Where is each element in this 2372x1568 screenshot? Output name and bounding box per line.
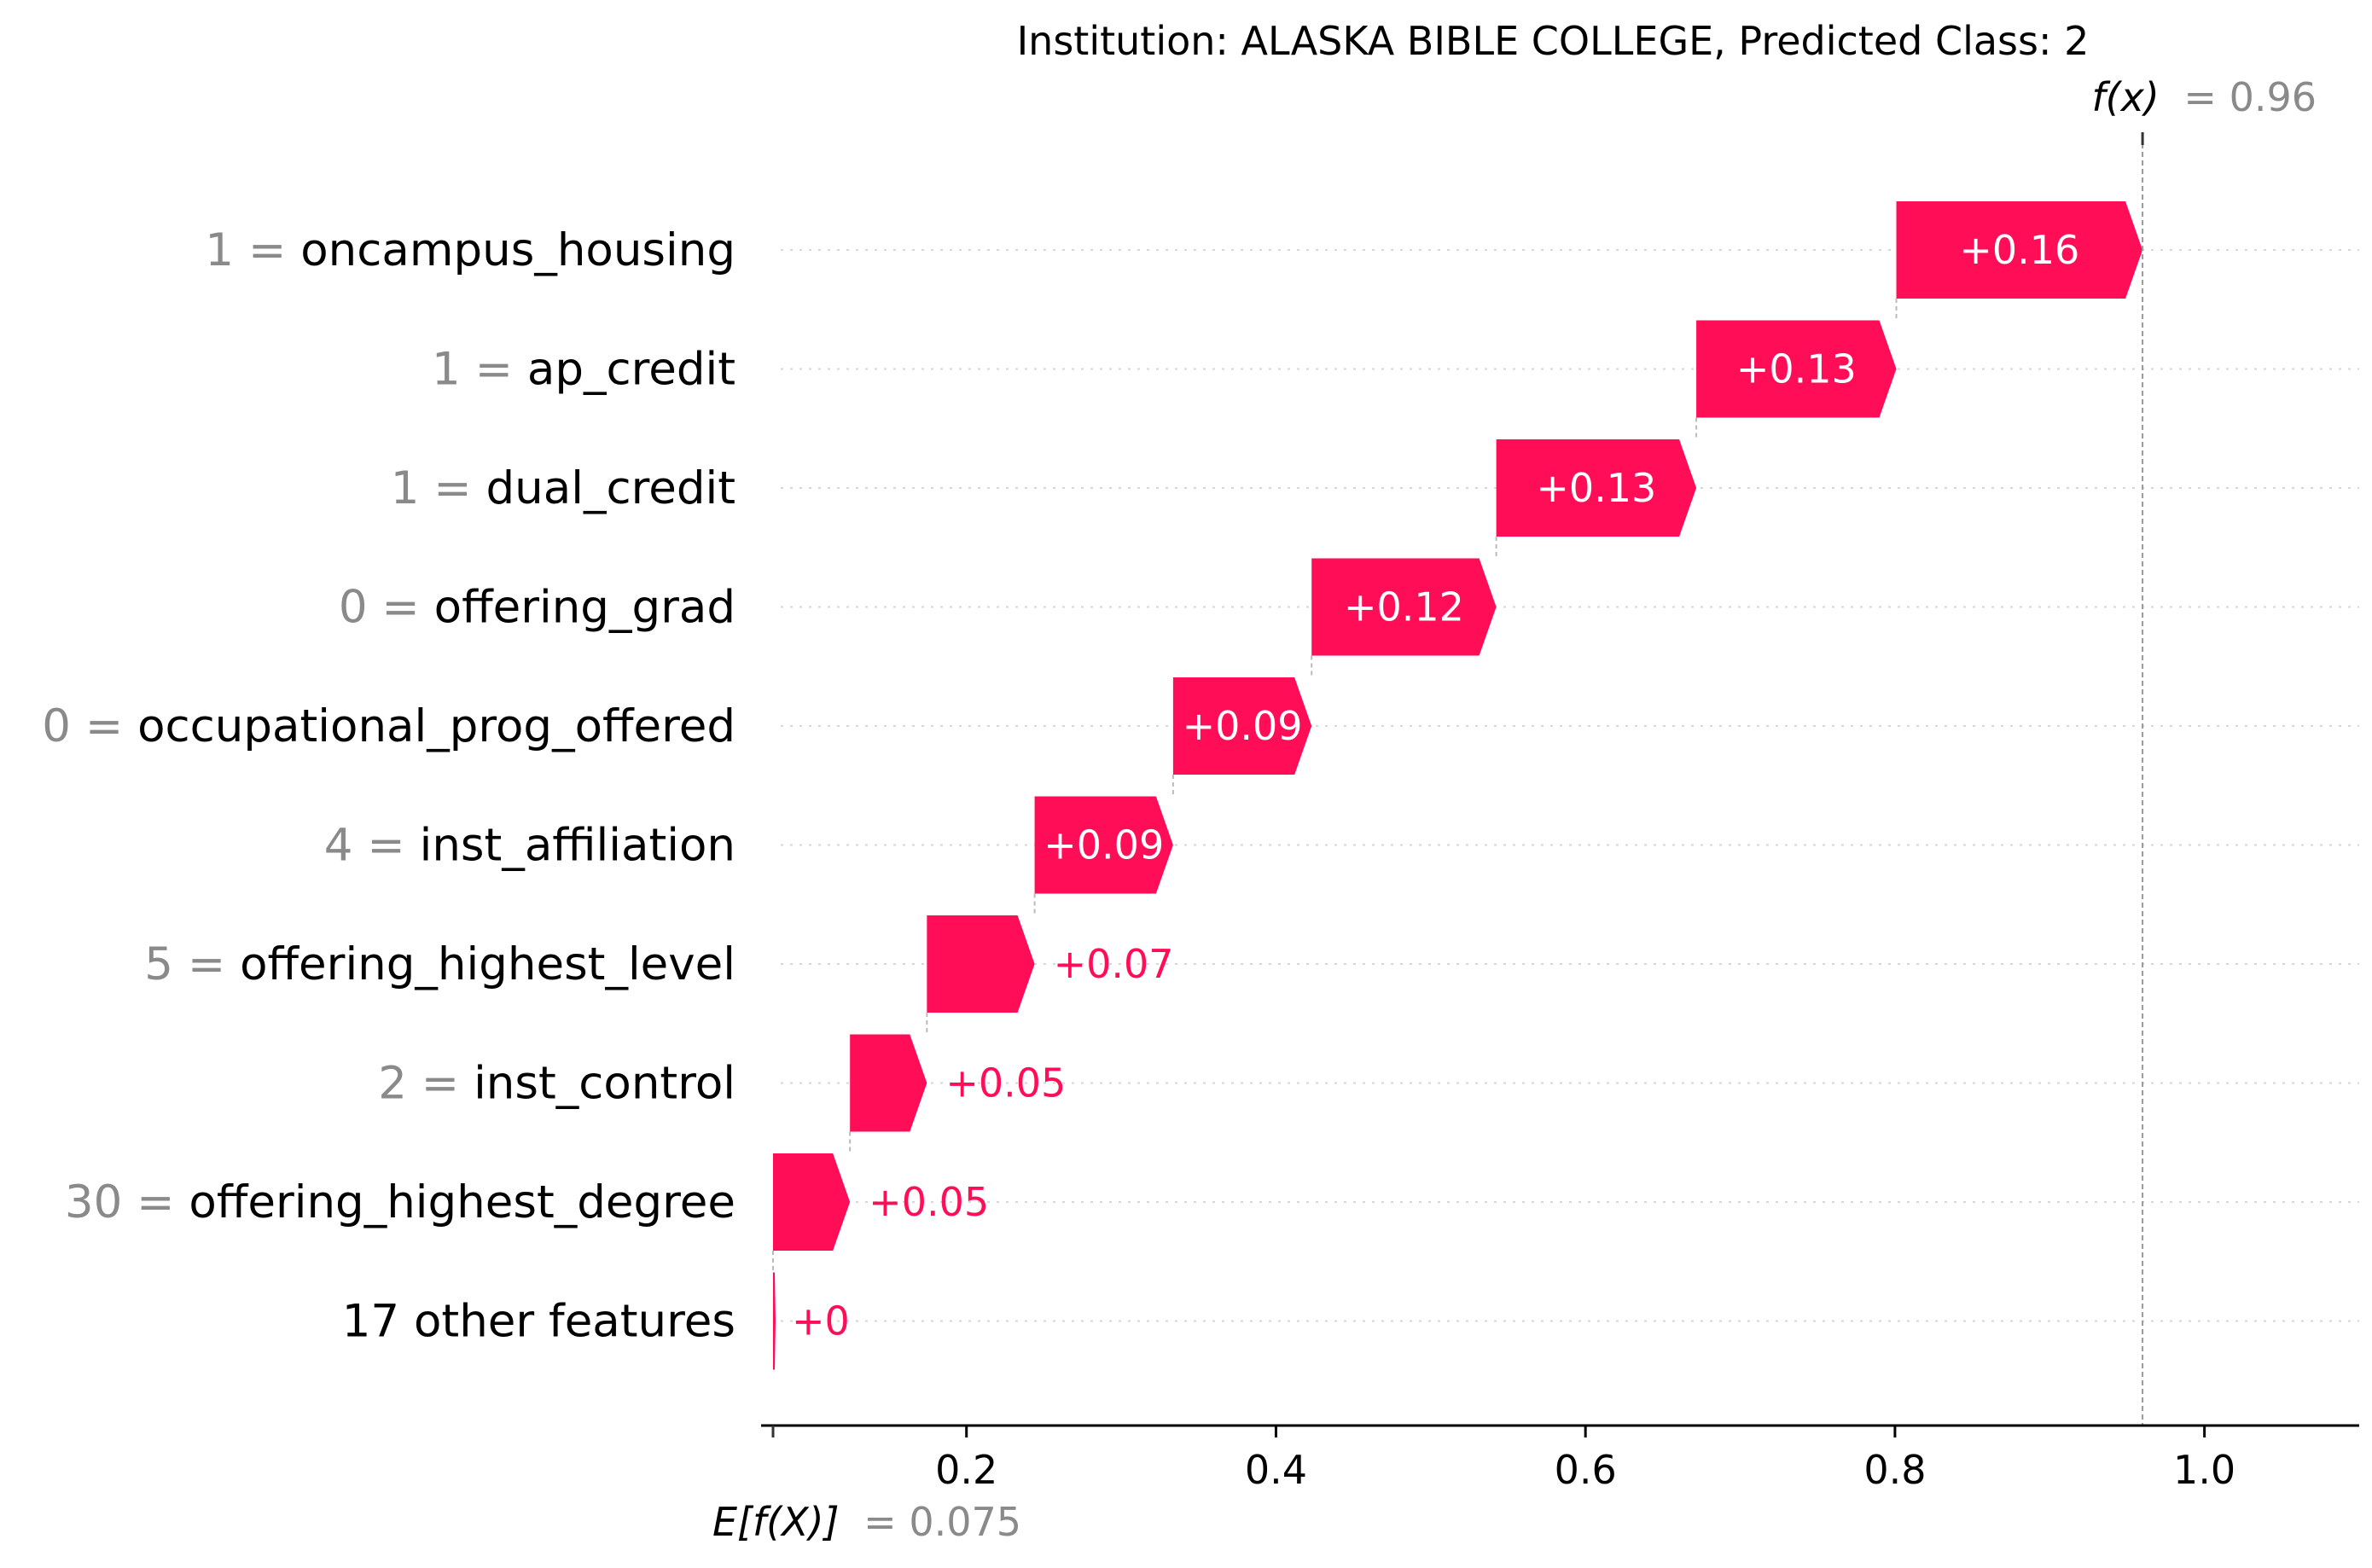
feature-label: 30 = offering_highest_degree bbox=[65, 1176, 735, 1228]
contribution-bar bbox=[1172, 677, 1312, 775]
feature-name: ap_credit bbox=[527, 344, 735, 396]
x-tick-label: 0.6 bbox=[1555, 1447, 1617, 1493]
contribution-labels: +0.16 +0.13 +0.13 +0.12 +0.09 +0.09 +0.07 +0.05… bbox=[792, 227, 2079, 1344]
output-value-name: f(x) bbox=[2091, 74, 2159, 120]
contribution-label: +0.05 bbox=[869, 1179, 989, 1225]
feature-name: inst_control bbox=[474, 1058, 735, 1110]
feature-value: 2 = bbox=[378, 1058, 474, 1110]
feature-label: 1 = dual_credit bbox=[391, 462, 735, 514]
feature-label: 1 = ap_credit bbox=[432, 344, 735, 396]
contribution-bar bbox=[850, 1034, 927, 1132]
feature-value: 0 = bbox=[339, 582, 434, 634]
feature-value: 1 = bbox=[432, 344, 527, 396]
bar-connectors bbox=[772, 299, 1898, 1273]
feature-value: 1 = bbox=[391, 462, 486, 514]
x-tick-label: 0.2 bbox=[935, 1447, 997, 1493]
feature-name: occupational_prog_offered bbox=[137, 700, 735, 752]
output-value-number: = 0.96 bbox=[2183, 74, 2317, 120]
feature-label: 1 = oncampus_housing bbox=[205, 224, 735, 276]
base-value-label: E[f(X)] = 0.075 bbox=[712, 1499, 1021, 1545]
feature-name: inst_affiliation bbox=[420, 820, 735, 872]
feature-label: 2 = inst_control bbox=[378, 1058, 735, 1110]
x-tick-label: 0.8 bbox=[1863, 1447, 1926, 1493]
x-axis: 0.2 0.4 0.6 0.8 1.0 bbox=[761, 1424, 2359, 1493]
feature-name: offering_grad bbox=[434, 582, 735, 634]
contribution-label: +0.13 bbox=[1736, 346, 1857, 392]
contribution-bar bbox=[927, 915, 1035, 1013]
contribution-bars bbox=[773, 201, 2143, 1370]
contribution-bar bbox=[1034, 796, 1173, 894]
contribution-bar bbox=[773, 1272, 776, 1370]
contribution-bar bbox=[1696, 320, 1897, 418]
feature-value: 0 = bbox=[42, 700, 137, 752]
feature-name: offering_highest_degree bbox=[189, 1176, 735, 1228]
base-value-number: = 0.075 bbox=[863, 1499, 1021, 1545]
contribution-label: +0.16 bbox=[1959, 227, 2079, 273]
feature-value: 4 = bbox=[324, 820, 420, 872]
feature-value: 1 = bbox=[205, 224, 300, 276]
contribution-label: +0.12 bbox=[1344, 584, 1464, 630]
contribution-label: +0.09 bbox=[1044, 822, 1164, 868]
contribution-label: +0 bbox=[792, 1298, 850, 1344]
feature-label: 4 = inst_affiliation bbox=[324, 820, 735, 872]
base-value-name: E[f(X)] bbox=[712, 1499, 840, 1545]
feature-label: 17 other features bbox=[342, 1296, 735, 1348]
contribution-label: +0.05 bbox=[945, 1060, 1066, 1106]
contribution-bar bbox=[773, 1153, 851, 1251]
feature-name: offering_highest_level bbox=[240, 938, 735, 990]
feature-name: oncampus_housing bbox=[300, 224, 735, 276]
feature-label: 0 = offering_grad bbox=[339, 582, 735, 634]
contribution-label: +0.07 bbox=[1054, 941, 1174, 987]
contribution-label: +0.13 bbox=[1536, 465, 1656, 511]
contribution-bar bbox=[1896, 201, 2143, 299]
output-value-label: f(x) = 0.96 bbox=[2091, 74, 2317, 120]
feature-label: 0 = occupational_prog_offered bbox=[42, 700, 735, 752]
contribution-bar bbox=[1496, 439, 1697, 537]
feature-value: 30 = bbox=[65, 1176, 189, 1228]
x-tick-label: 0.4 bbox=[1245, 1447, 1307, 1493]
row-gridlines bbox=[781, 249, 2359, 1322]
feature-name: 17 other features bbox=[342, 1296, 735, 1348]
contribution-label: +0.09 bbox=[1183, 703, 1303, 749]
x-tick-label: 1.0 bbox=[2173, 1447, 2235, 1493]
contribution-bar bbox=[1311, 558, 1497, 656]
feature-label: 5 = offering_highest_level bbox=[144, 938, 735, 990]
feature-value: 5 = bbox=[144, 938, 240, 990]
feature-name: dual_credit bbox=[486, 462, 735, 514]
chart-title: Institution: ALASKA BIBLE COLLEGE, Predi… bbox=[1017, 18, 2090, 64]
